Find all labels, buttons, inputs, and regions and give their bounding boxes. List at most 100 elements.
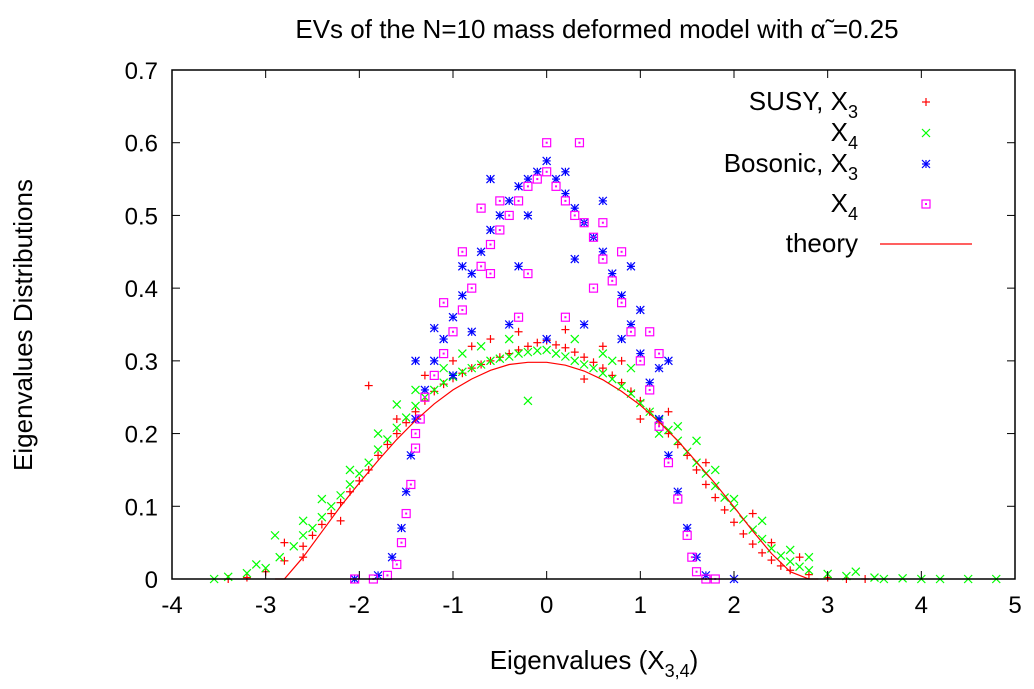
data-point [645, 378, 655, 388]
y-tick-label: 0.7 [125, 58, 158, 85]
legend-label: X4 [831, 117, 858, 153]
data-point [767, 538, 776, 547]
data-point [495, 225, 505, 235]
data-point [514, 261, 523, 271]
data-point [467, 363, 477, 373]
data-point [429, 370, 439, 380]
x-axis-label-end: ) [690, 645, 699, 675]
data-point [560, 189, 570, 199]
data-point [580, 375, 589, 384]
data-point [439, 378, 449, 388]
data-point [513, 312, 524, 322]
data-point [429, 356, 439, 366]
data-point [683, 451, 692, 460]
data-point [561, 325, 570, 334]
data-point [786, 566, 795, 575]
x-tick-label: 2 [727, 592, 740, 619]
data-point [411, 385, 420, 395]
data-point [504, 196, 514, 206]
y-tick-label: 0.5 [125, 203, 158, 230]
data-point [504, 352, 514, 361]
data-point [692, 436, 701, 446]
data-point [598, 247, 608, 257]
data-point [476, 341, 486, 351]
data-point [392, 423, 402, 433]
data-point [439, 334, 449, 344]
data-point [804, 570, 813, 579]
data-point [326, 501, 336, 511]
data-point [645, 327, 655, 337]
data-point [617, 381, 627, 391]
data-point [467, 269, 477, 279]
data-point [411, 401, 420, 411]
data-point [317, 494, 327, 504]
data-point [448, 312, 458, 322]
data-point [560, 312, 571, 322]
x-tick-label: 3 [821, 592, 834, 619]
data-point [570, 356, 580, 366]
data-point [457, 305, 467, 315]
data-point [687, 552, 697, 562]
data-point [533, 338, 542, 347]
data-point [467, 327, 477, 337]
data-point [635, 398, 645, 408]
data-point [785, 545, 795, 555]
data-point [345, 480, 355, 489]
legend-marker [921, 159, 931, 169]
data-point [486, 225, 495, 235]
data-point [317, 520, 326, 529]
data-point [495, 353, 504, 362]
x-axis-label-main: Eigenvalues (X [490, 645, 665, 675]
data-point [701, 458, 710, 467]
data-point [682, 523, 692, 533]
data-point [542, 334, 552, 344]
data-point [523, 211, 533, 220]
data-point [570, 210, 580, 221]
legend-entry: X4 [831, 117, 931, 153]
data-point [439, 380, 448, 389]
data-point [476, 203, 486, 213]
x-tick-label: 1 [634, 592, 647, 619]
data-point [429, 385, 439, 395]
data-point [523, 396, 533, 406]
data-point [504, 334, 514, 344]
data-point [467, 342, 476, 351]
data-point [495, 196, 505, 206]
data-point [280, 556, 289, 565]
series-1 [209, 334, 1001, 584]
data-point [270, 530, 280, 540]
data-point [374, 451, 383, 460]
data-point [692, 465, 701, 474]
data-point [495, 211, 505, 220]
data-point [589, 363, 598, 373]
data-point [504, 210, 514, 221]
data-point [514, 327, 523, 336]
data-point [795, 553, 804, 562]
data-point [804, 565, 814, 575]
data-point [354, 469, 364, 478]
data-point [542, 138, 552, 148]
x-tick-label: 5 [1008, 592, 1021, 619]
data-point [551, 349, 561, 359]
data-point [607, 269, 617, 279]
data-point [542, 167, 552, 177]
data-point [795, 562, 804, 572]
data-point [406, 450, 416, 460]
data-point [406, 479, 416, 490]
data-point [410, 428, 421, 439]
data-point [560, 196, 571, 206]
data-point [691, 567, 702, 577]
data-point [580, 353, 589, 362]
data-point [336, 490, 346, 500]
data-point [514, 181, 523, 191]
legend-entry: Bosonic, X3 [724, 148, 931, 184]
data-point [579, 218, 589, 228]
data-point [396, 538, 407, 548]
data-point [420, 385, 430, 395]
data-point [458, 369, 467, 378]
data-point [308, 523, 317, 533]
data-point [710, 481, 720, 491]
data-point [654, 348, 664, 359]
chart-title: EVs of the N=10 mass deformed model with… [295, 14, 898, 44]
